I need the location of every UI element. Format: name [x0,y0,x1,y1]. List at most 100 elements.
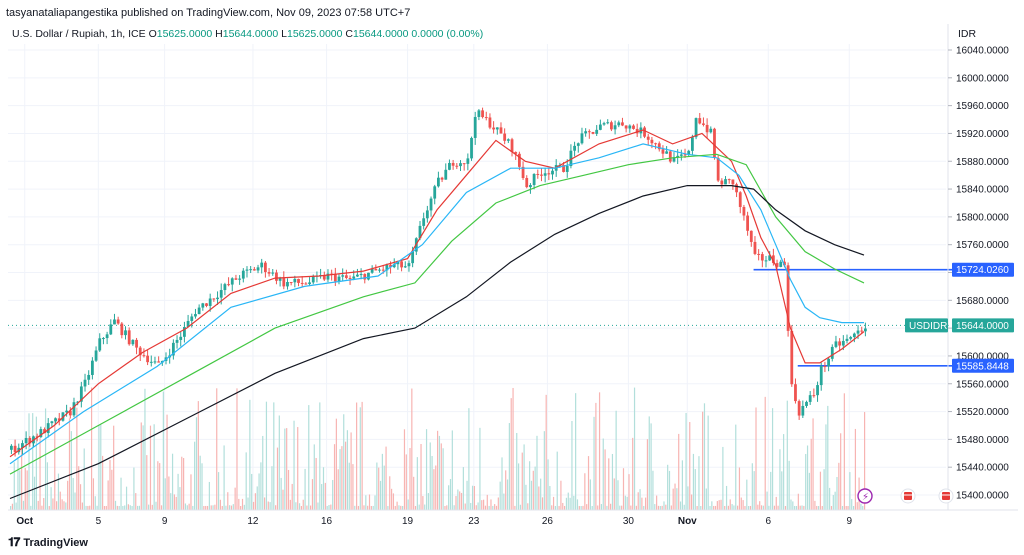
candle-body [484,117,488,119]
volume-bar [249,399,251,510]
volume-bar [252,501,255,510]
candle-body [411,251,415,264]
volume-bar [847,505,849,510]
volume-bar [471,485,474,510]
volume-bar [571,421,573,510]
candle-body [425,210,429,219]
candle-body [547,173,551,175]
y-tick-label: 15760.0000 [956,240,1009,251]
volume-bar [768,505,770,510]
candle-body [506,139,510,141]
symbol-legend: U.S. Dollar / Rupiah, 1h, ICE O15625.000… [12,28,483,40]
y-tick-label: 15440.0000 [956,463,1009,474]
volume-bar [28,413,30,510]
volume-bar [39,438,41,510]
candle-body [68,410,72,416]
tradingview-brand[interactable]: 𝟏𝟕 TradingView [8,535,88,550]
volume-bar [554,505,556,510]
candle-body [455,165,459,167]
candle-body [521,166,525,178]
symbol-name[interactable]: U.S. Dollar / Rupiah, 1h, ICE [12,28,146,40]
candle-body [720,180,724,185]
volume-bar [372,505,374,510]
volume-bar [746,479,748,510]
volume-bar [402,506,404,510]
volume-bar [335,418,337,510]
volume-bar [707,415,709,510]
candle-body [308,282,311,285]
volume-bar [759,501,761,510]
volume-bar [560,480,562,510]
candle-body [263,262,267,273]
volume-bar [208,481,210,510]
volume-bar [630,505,632,510]
volume-bar [414,505,417,510]
candle-body [735,184,738,193]
x-tick-label: Nov [678,516,697,527]
volume-bar [457,489,459,510]
volume-bar [381,453,383,510]
volume-bar [210,505,212,510]
volume-bar [122,505,124,510]
candle-body [311,275,315,283]
volume-bar [460,492,463,510]
volume-bar [120,477,122,510]
candle-body [90,360,94,375]
volume-bar [46,462,49,510]
volume-bar [604,449,606,510]
volume-bar [43,498,45,510]
candle-body [459,163,462,167]
volume-bar [422,496,424,510]
volume-bar [238,498,240,510]
candle-body [429,198,433,211]
volume-bar [470,502,472,510]
volume-bar [455,496,457,510]
volume-bar [821,506,823,510]
volume-bar [547,459,549,510]
candle-body [576,143,580,146]
volume-bar [729,499,731,510]
volume-bar [619,505,621,510]
volume-bar [227,492,229,510]
x-tick-label: 6 [766,516,772,527]
volume-bar [94,496,96,510]
volume-bar [379,480,382,510]
volume-bar [766,491,768,510]
candle-body [183,326,186,337]
volume-bar [505,470,507,510]
candle-body [845,338,849,341]
volume-bar [762,505,764,510]
hline-price-label: 15585.8448 [956,361,1009,372]
volume-bar [569,497,571,510]
volume-bar [652,470,654,510]
volume-bar [287,469,290,510]
candle-body [13,445,17,453]
candle-body [481,110,484,118]
candle-body [650,139,654,144]
candle-body [864,328,867,332]
volume-bar [389,476,391,510]
candle-body [860,330,864,332]
volume-bar [529,461,531,510]
candle-body [21,443,24,448]
volume-bar [332,480,334,510]
volume-bar [348,462,350,510]
candle-body [24,437,28,444]
volume-bar [98,424,100,510]
candle-body [54,418,57,422]
volume-bar [792,501,794,510]
volume-bar [668,470,671,510]
volume-bar [324,482,326,510]
volume-bar [738,467,741,510]
price-chart[interactable]: 16040.0000 16000.0000 15960.0000 15920.0000… [0,0,1024,530]
volume-bar [582,505,584,510]
volume-bar [311,479,314,510]
volume-bar [543,431,545,510]
candle-body [389,264,392,268]
volume-bar [786,400,788,510]
candle-body [451,162,455,166]
volume-bar [663,501,665,510]
candle-body [503,133,507,141]
candle-body [109,324,113,335]
volume-bar [490,499,492,510]
